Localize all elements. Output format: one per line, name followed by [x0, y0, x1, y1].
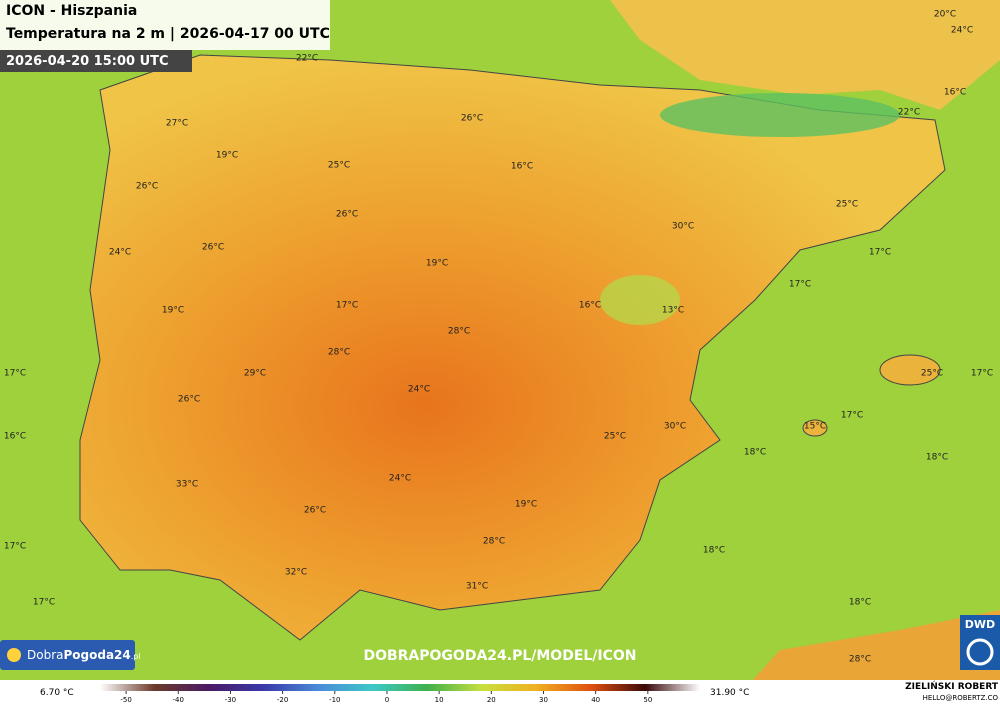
ibiza	[802, 419, 828, 437]
cbar-min: 6.70 °C	[40, 688, 74, 698]
temp-label: 22°C	[296, 54, 318, 64]
temp-label: 22°C	[898, 108, 920, 118]
temp-label: 18°C	[926, 453, 948, 463]
pyrenees	[660, 93, 900, 137]
temp-label: 28°C	[483, 537, 505, 547]
cbar-tick-label: -20	[277, 696, 288, 704]
temp-label: 29°C	[244, 369, 266, 379]
temp-label: 28°C	[328, 348, 350, 358]
cbar-tick-label: 0	[385, 696, 389, 704]
temp-label: 18°C	[849, 598, 871, 608]
temp-label: 28°C	[448, 327, 470, 337]
temp-label: 16°C	[579, 301, 601, 311]
temp-label: 18°C	[744, 448, 766, 458]
temp-label: 24°C	[951, 26, 973, 36]
temp-label: 19°C	[216, 151, 238, 161]
temp-label: 25°C	[328, 161, 350, 171]
temp-label: 24°C	[109, 248, 131, 258]
provider: DWD	[965, 618, 995, 631]
temp-label: 19°C	[426, 259, 448, 269]
cbar-max: 31.90 °C	[710, 688, 749, 698]
valid-time: 2026-04-20 15:00 UTC	[6, 54, 169, 69]
temp-label: 25°C	[836, 200, 858, 210]
dwd-icon	[966, 638, 994, 666]
time-box	[0, 50, 192, 72]
cbar-tick-label: 50	[643, 696, 652, 704]
cool-area	[600, 275, 680, 325]
temp-label: 26°C	[178, 395, 200, 405]
temp-label: 17°C	[4, 542, 26, 552]
cbar-tick-label: -40	[173, 696, 184, 704]
temp-label: 25°C	[604, 432, 626, 442]
temp-label: 27°C	[166, 119, 188, 129]
cbar-tick-label: 30	[539, 696, 548, 704]
temp-label: 16°C	[944, 88, 966, 98]
mallorca	[879, 354, 941, 386]
temp-label: 32°C	[285, 568, 307, 578]
temp-label: 16°C	[511, 162, 533, 172]
temp-label: 20°C	[934, 10, 956, 20]
temp-label: 26°C	[136, 182, 158, 192]
author-email: HELLO@ROBERTZ.CO	[923, 694, 999, 702]
temp-label: 24°C	[389, 474, 411, 484]
france	[610, 0, 1000, 110]
temp-label: 24°C	[408, 385, 430, 395]
cbar-tick-label: 20	[487, 696, 496, 704]
author: ZIELIŃSKI ROBERT	[905, 680, 999, 692]
cbar-tick-label: 40	[591, 696, 600, 704]
temp-label: 16°C	[4, 432, 26, 442]
temp-label: 17°C	[971, 369, 993, 379]
cbar-tick-label: -50	[120, 696, 131, 704]
cbar-tick-label: -30	[225, 696, 236, 704]
temp-label: 25°C	[921, 369, 943, 379]
temp-label: 13°C	[662, 306, 684, 316]
logo: DobraPogoda24.pl	[27, 648, 141, 662]
temp-label: 30°C	[664, 422, 686, 432]
temp-label: 17°C	[4, 369, 26, 379]
subtitle: Temperatura na 2 m | 2026-04-17 00 UTC	[6, 26, 330, 42]
temp-label: 17°C	[336, 301, 358, 311]
temp-label: 15°C	[804, 422, 826, 432]
temp-label: 26°C	[461, 114, 483, 124]
title: ICON - Hiszpania	[6, 3, 137, 19]
cbar-tick-label: 10	[435, 696, 444, 704]
footer	[0, 680, 1000, 705]
cbar-tick-label: -10	[329, 696, 340, 704]
temp-label: 19°C	[515, 500, 537, 510]
temp-label: 28°C	[849, 655, 871, 665]
temp-label: 33°C	[176, 480, 198, 490]
temp-label: 26°C	[336, 210, 358, 220]
logo-box	[0, 640, 135, 670]
url: DOBRAPOGODA24.PL/MODEL/ICON	[363, 648, 636, 664]
title-box	[0, 0, 330, 50]
temp-label: 31°C	[466, 582, 488, 592]
temp-label: 17°C	[869, 248, 891, 258]
temp-label: 17°C	[841, 411, 863, 421]
temp-label: 19°C	[162, 306, 184, 316]
dwd-box	[960, 615, 1000, 670]
logo-sun	[7, 648, 21, 662]
temp-label: 30°C	[672, 222, 694, 232]
temp-label: 17°C	[789, 280, 811, 290]
colorbar	[100, 684, 700, 691]
temp-label: 26°C	[202, 243, 224, 253]
temp-label: 26°C	[304, 506, 326, 516]
temp-label: 18°C	[703, 546, 725, 556]
temp-label: 17°C	[33, 598, 55, 608]
